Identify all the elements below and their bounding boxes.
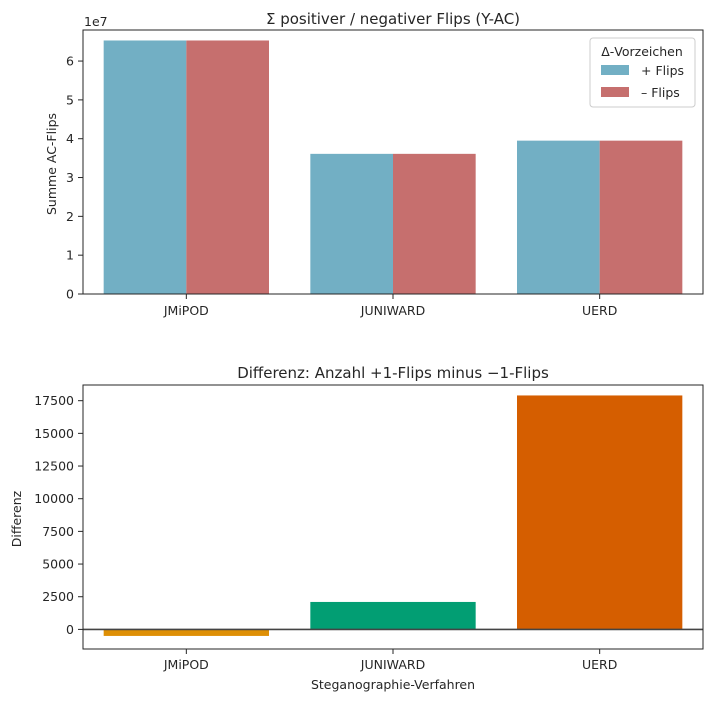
x-tick-label: JUNIWARD	[360, 657, 425, 672]
y-tick-label: 7500	[42, 524, 74, 539]
y-tick-label: 12500	[34, 459, 74, 474]
chart1-plot-frame	[82, 29, 704, 295]
x-tick-label: JUNIWARD	[360, 303, 425, 318]
chart1-y-axis-label: Summe AC-Flips	[44, 113, 59, 215]
bar-jmipod	[103, 629, 270, 636]
legend-label-plus: + Flips	[641, 63, 684, 78]
chart1-legend: Δ-Vorzeichen + Flips – Flips	[589, 37, 696, 108]
chart1-bars	[103, 40, 683, 294]
y-tick-label: 5	[66, 92, 74, 107]
bar-juniward-plus	[310, 153, 393, 294]
y-tick-label: 10000	[34, 491, 74, 506]
legend-swatch-plus	[601, 65, 629, 75]
legend-label-minus: – Flips	[641, 85, 680, 100]
y-tick-label: 6	[66, 54, 74, 69]
bar-jmipod-minus	[186, 40, 269, 294]
chart1-y-offset-label: 1e7	[84, 14, 108, 29]
bar-juniward-minus	[393, 153, 476, 294]
y-tick-label: 2	[66, 209, 74, 224]
x-tick-label: JMiPOD	[163, 303, 209, 318]
chart2-title: Differenz: Anzahl +1-Flips minus −1-Flip…	[237, 364, 549, 382]
chart2-bars	[103, 395, 683, 636]
y-tick-label: 15000	[34, 426, 74, 441]
legend-swatch-minus	[601, 87, 629, 97]
y-tick-label: 2500	[42, 589, 74, 604]
chart2-plot-frame	[82, 384, 704, 650]
y-tick-label: 17500	[34, 393, 74, 408]
chart2-x-axis-label: Steganographie-Verfahren	[311, 677, 475, 692]
chart2-x-ticks: JMiPOD JUNIWARD UERD	[163, 649, 617, 672]
x-tick-label: UERD	[582, 303, 617, 318]
y-tick-label: 4	[66, 131, 74, 146]
chart1-y-ticks: 0 1 2 3 4 5 6	[66, 54, 83, 302]
y-tick-label: 0	[66, 287, 74, 302]
bar-uerd	[517, 395, 683, 630]
x-tick-label: JMiPOD	[163, 657, 209, 672]
y-tick-label: 3	[66, 170, 74, 185]
bar-juniward	[310, 601, 476, 630]
chart1-x-ticks: JMiPOD JUNIWARD UERD	[163, 294, 617, 318]
chart-flip-difference: Differenz: Anzahl +1-Flips minus −1-Flip…	[9, 364, 704, 692]
chart2-y-axis-label: Differenz	[9, 490, 24, 547]
y-tick-label: 5000	[42, 557, 74, 572]
x-tick-label: UERD	[582, 657, 617, 672]
y-tick-label: 1	[66, 248, 74, 263]
bar-uerd-plus	[517, 140, 600, 294]
bar-uerd-minus	[599, 140, 683, 294]
chart-flip-sums: Σ positiver / negativer Flips (Y-AC) 1e7…	[44, 10, 704, 318]
bar-jmipod-plus	[103, 40, 187, 294]
legend-title: Δ-Vorzeichen	[601, 44, 683, 59]
chart1-title: Σ positiver / negativer Flips (Y-AC)	[266, 10, 520, 28]
y-tick-label: 0	[66, 622, 74, 637]
chart2-y-ticks: 0 2500 5000 7500 10000 12500 15000 17500	[34, 393, 83, 637]
